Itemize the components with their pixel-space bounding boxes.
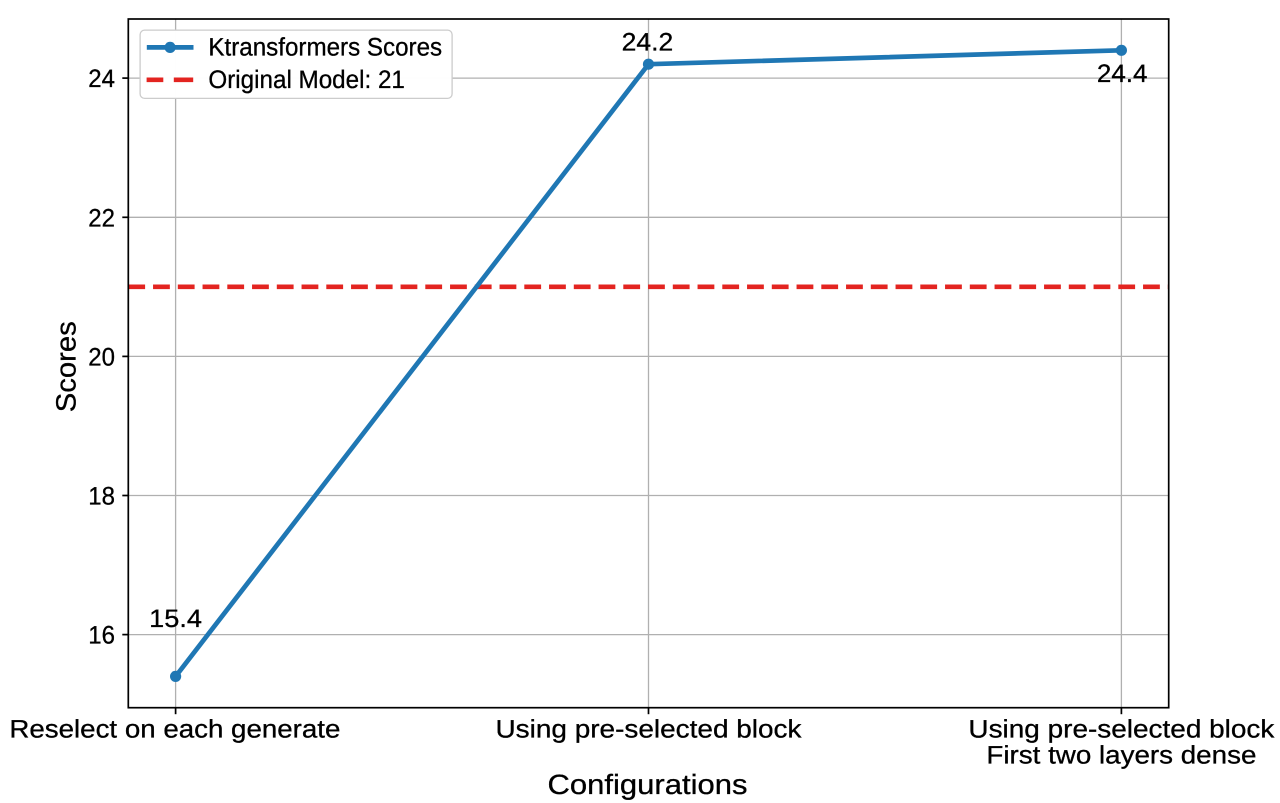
svg-text:Configurations: Configurations: [548, 769, 748, 800]
svg-text:22: 22: [88, 204, 115, 232]
svg-text:Original Model: 21: Original Model: 21: [208, 66, 405, 94]
svg-text:20: 20: [88, 344, 115, 372]
svg-text:Ktransformers Scores: Ktransformers Scores: [208, 34, 442, 62]
svg-text:Reselect on each generate: Reselect on each generate: [9, 715, 340, 743]
svg-text:First two layers dense: First two layers dense: [986, 742, 1256, 770]
svg-text:24: 24: [88, 65, 115, 93]
svg-text:Scores: Scores: [51, 321, 82, 412]
svg-text:16: 16: [88, 622, 115, 650]
svg-text:24.2: 24.2: [622, 29, 674, 57]
svg-text:Using pre-selected block: Using pre-selected block: [968, 715, 1274, 743]
svg-text:15.4: 15.4: [149, 605, 202, 633]
svg-text:18: 18: [88, 483, 115, 511]
svg-text:Using pre-selected block: Using pre-selected block: [496, 715, 802, 743]
svg-text:24.4: 24.4: [1097, 60, 1148, 88]
